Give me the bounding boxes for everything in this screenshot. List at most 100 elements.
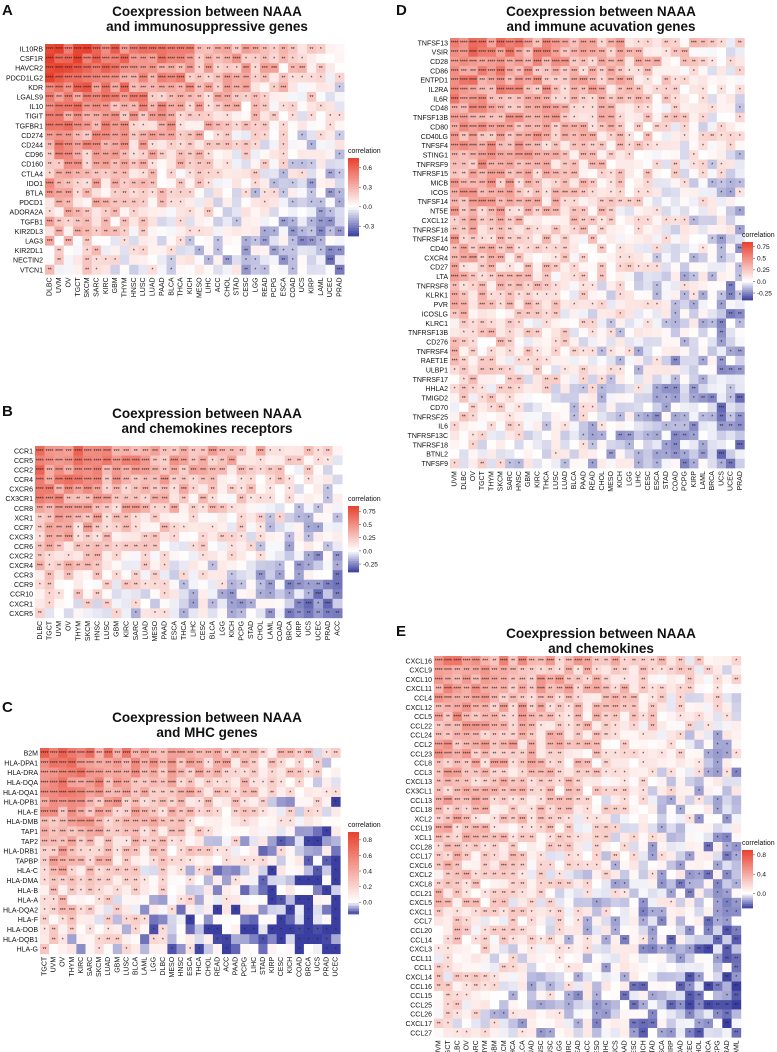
- heatmap-cell: [551, 112, 561, 123]
- significance-mark: *: [144, 829, 146, 835]
- significance-mark: ****: [543, 106, 551, 112]
- heatmap-cell: [523, 122, 534, 132]
- significance-mark: ****: [141, 751, 149, 757]
- heatmap-cell: [276, 885, 286, 896]
- heatmap-cell: [101, 264, 111, 275]
- significance-mark: **: [239, 449, 243, 455]
- significance-mark: ****: [68, 790, 76, 796]
- heatmap-cell: [231, 836, 241, 847]
- heatmap-cell: [54, 101, 64, 112]
- heatmap-cell: [735, 196, 745, 207]
- heatmap-cell: [258, 846, 268, 857]
- significance-mark: ***: [56, 487, 62, 493]
- significance-mark: ****: [95, 771, 103, 777]
- heatmap-cell: [149, 816, 159, 827]
- significance-mark: ***: [206, 85, 212, 91]
- heatmap-cell: [207, 465, 218, 475]
- heatmap-cell: [716, 131, 727, 142]
- heatmap-cell: [54, 130, 64, 141]
- significance-mark: ***: [271, 66, 277, 72]
- heatmap-cell: [255, 589, 266, 600]
- heatmap-cell: [212, 816, 223, 827]
- significance-mark: ****: [83, 76, 91, 82]
- heatmap-cell: [249, 846, 259, 857]
- significance-mark: **: [581, 59, 585, 65]
- significance-mark: *: [730, 190, 732, 196]
- heatmap-cell: [313, 531, 324, 542]
- heatmap-cell: [551, 140, 561, 151]
- heatmap-cell: [111, 570, 122, 580]
- significance-mark: ****: [74, 478, 82, 484]
- significance-mark: *: [107, 820, 109, 826]
- heatmap-cell: [213, 101, 223, 112]
- significance-mark: ****: [86, 751, 94, 757]
- heatmap-cell: [91, 178, 102, 189]
- significance-mark: ***: [488, 209, 494, 215]
- heatmap-cell: [551, 103, 561, 114]
- heatmap-cell: [91, 53, 102, 64]
- heatmap-cell: [176, 748, 186, 759]
- heatmap-cell: [112, 855, 123, 866]
- row-label: CX3CR1: [5, 496, 33, 503]
- significance-mark: *: [180, 114, 182, 120]
- heatmap-cell: [232, 63, 242, 74]
- heatmap-cell: [459, 47, 469, 57]
- heatmap-cell: [597, 103, 607, 114]
- heatmap-cell: [44, 531, 55, 542]
- significance-mark: ****: [36, 449, 44, 455]
- heatmap-cell: [222, 904, 232, 915]
- heatmap-cell: [459, 262, 469, 273]
- significance-mark: **: [61, 878, 65, 884]
- heatmap-cell: [313, 560, 324, 571]
- significance-mark: **: [297, 458, 301, 464]
- heatmap-cell: [140, 579, 151, 590]
- significance-mark: **: [701, 59, 705, 65]
- significance-mark: **: [43, 918, 47, 924]
- heatmap-cell: [735, 215, 745, 226]
- heatmap-cell: [131, 531, 141, 542]
- heatmap-cell: [147, 159, 158, 170]
- significance-mark: **: [480, 265, 484, 271]
- heatmap-cell: [54, 226, 64, 237]
- heatmap-cell: [54, 197, 64, 208]
- significance-mark: ****: [111, 66, 119, 72]
- significance-mark: **: [581, 87, 585, 93]
- significance-mark: **: [253, 172, 257, 178]
- significance-mark: **: [600, 228, 604, 234]
- heatmap-cell: [670, 56, 681, 67]
- heatmap-cell: [331, 846, 341, 857]
- heatmap-cell: [560, 168, 570, 179]
- heatmap-cell: [158, 826, 168, 837]
- heatmap-cell: [176, 885, 186, 896]
- heatmap-cell: [578, 271, 589, 282]
- heatmap-cell: [260, 245, 270, 256]
- heatmap-cell: [147, 72, 158, 83]
- row-label: HLA-DQA2: [3, 907, 38, 914]
- heatmap-cell: [322, 806, 332, 817]
- significance-mark: ***: [608, 106, 614, 112]
- significance-mark: *: [123, 239, 125, 245]
- heatmap-cell: [54, 446, 65, 456]
- significance-mark: **: [113, 172, 117, 178]
- significance-mark: ****: [64, 162, 72, 168]
- heatmap-cell: [294, 895, 305, 906]
- significance-mark: ***: [571, 87, 577, 93]
- significance-mark: **: [239, 602, 243, 608]
- heatmap-cell: [588, 253, 598, 263]
- significance-mark: *: [48, 602, 50, 608]
- significance-mark: *: [135, 516, 137, 522]
- significance-mark: **: [206, 771, 210, 777]
- legend-swatch: [348, 881, 359, 885]
- heatmap-cell: [278, 216, 289, 227]
- significance-mark: ***: [37, 506, 43, 512]
- significance-mark: ****: [122, 506, 130, 512]
- significance-mark: **: [143, 563, 147, 569]
- row-label: HLA-A: [17, 898, 38, 905]
- heatmap-cell: [569, 112, 580, 123]
- heatmap-cell: [707, 75, 718, 86]
- heatmap-cell: [40, 787, 50, 798]
- significance-mark: ****: [158, 114, 166, 120]
- heatmap-cell: [569, 234, 580, 244]
- significance-mark: ***: [516, 218, 522, 224]
- significance-mark: *: [339, 133, 341, 139]
